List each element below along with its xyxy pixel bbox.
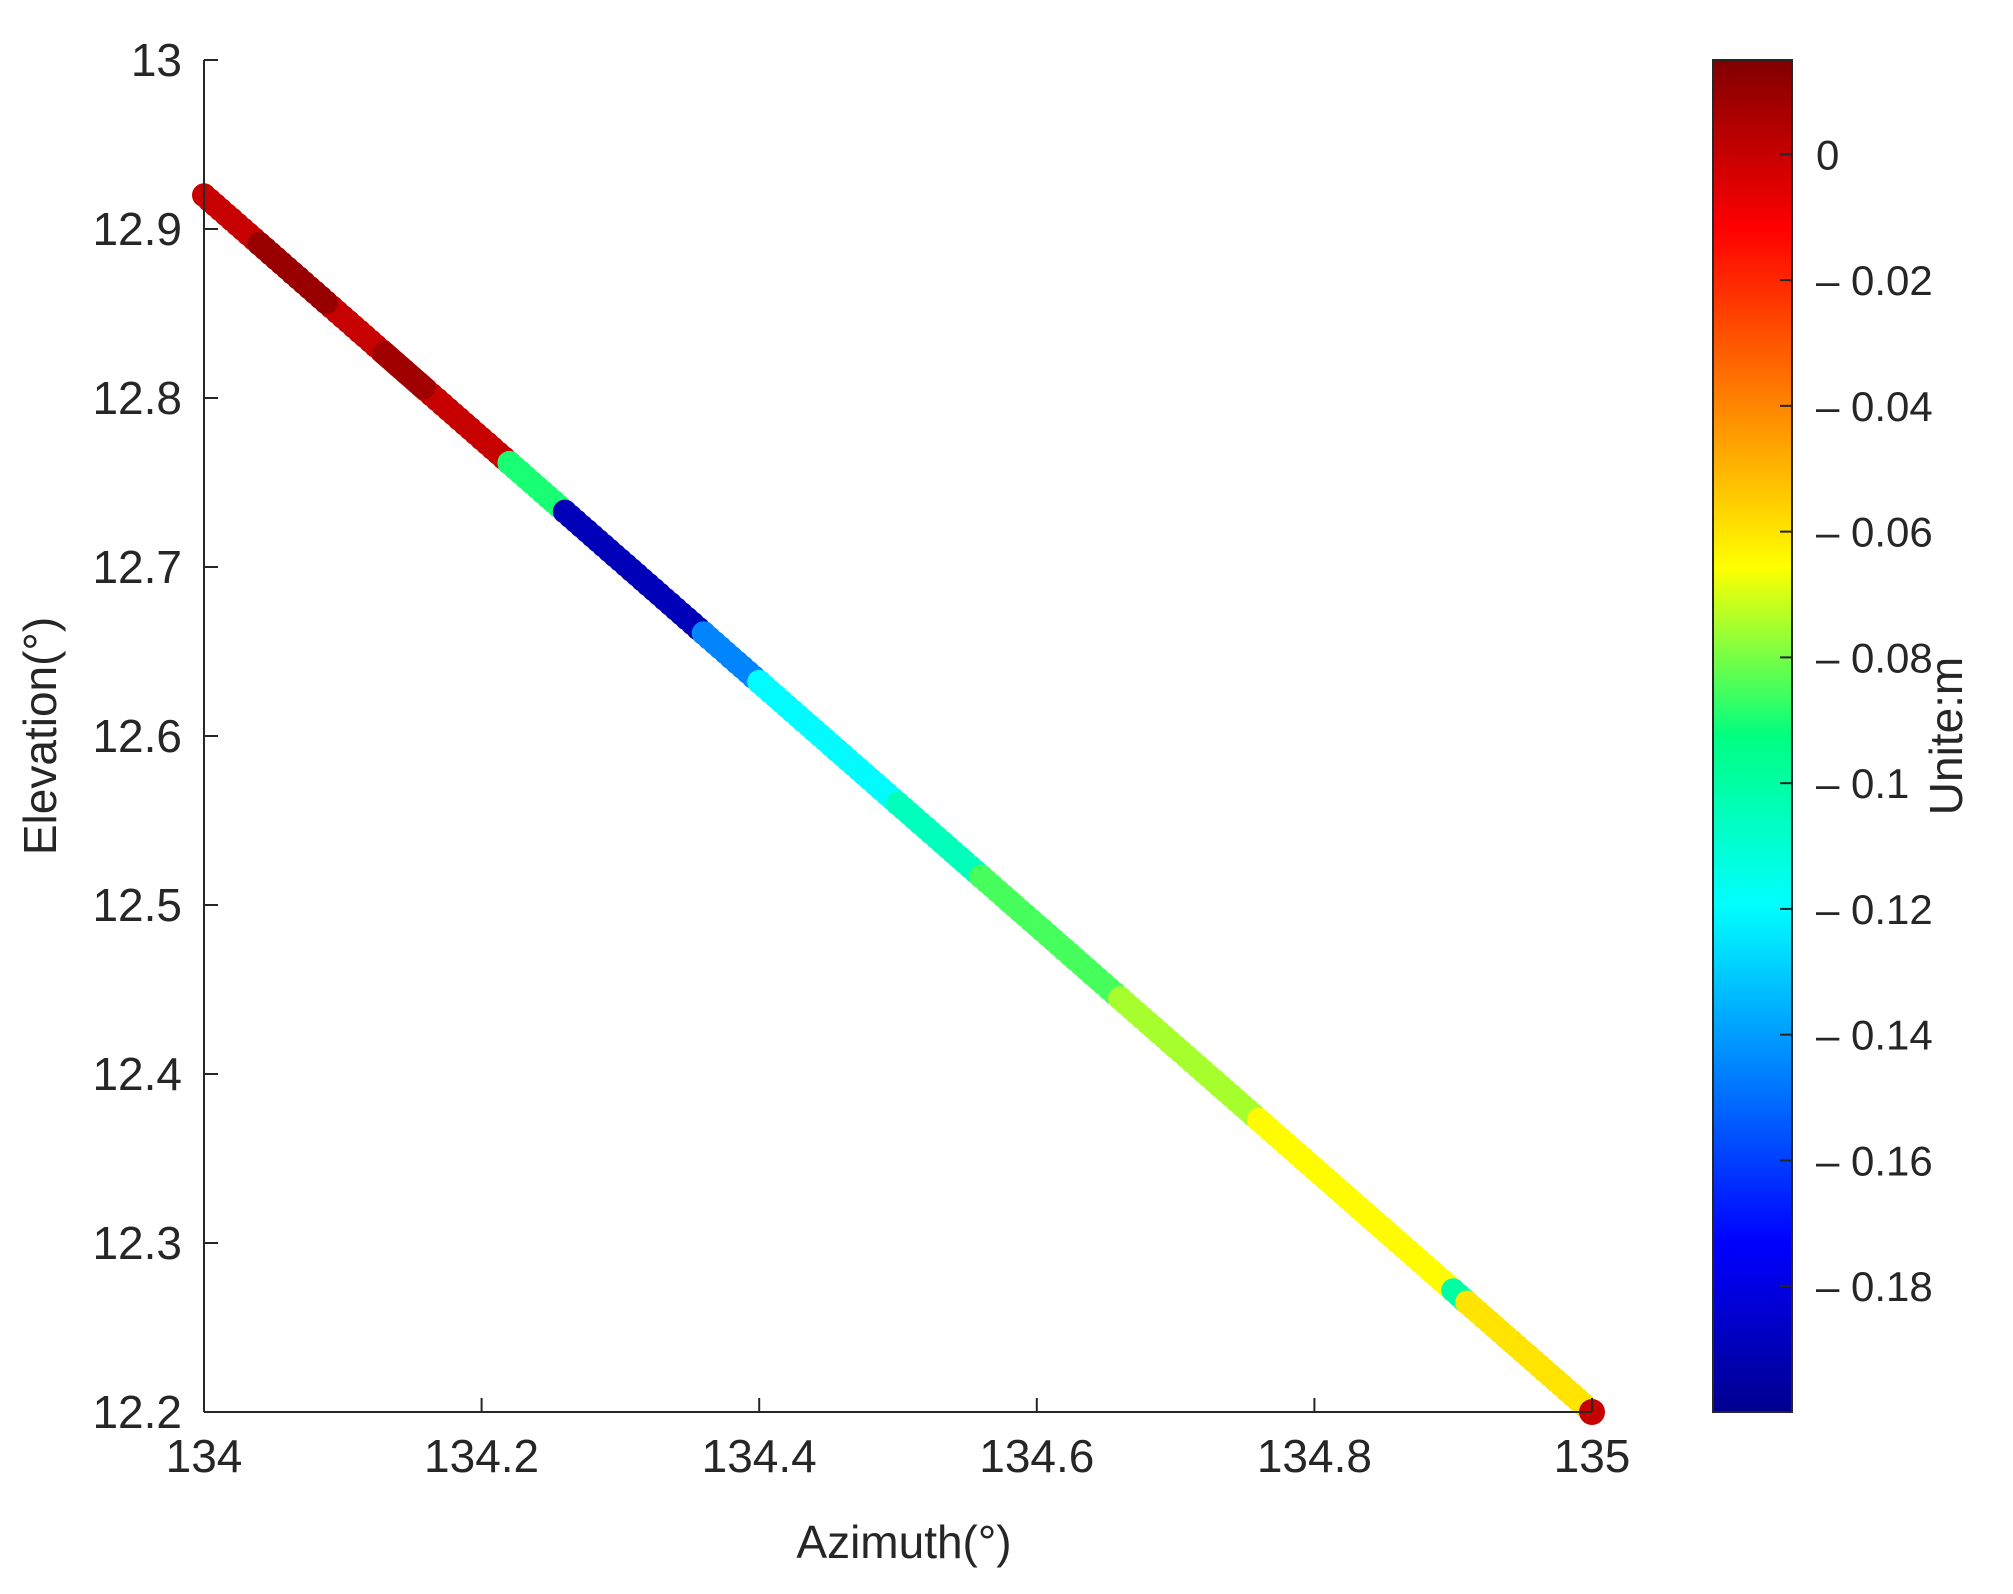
colorbar-tick-label: – 0.14 [1816,1012,1933,1059]
scatter-segment [552,499,716,646]
scatter-points [192,183,1605,1425]
x-tick-label: 134.8 [1257,1430,1372,1482]
colorbar-tick-label: – 0.06 [1816,509,1933,556]
scatter-point [411,375,436,400]
colorbar: 0 – 0.02 – 0.04 – 0.06 – 0.08 – 0.1 – 0.12 – 0.… [1712,59,1933,1413]
scatter-segment [192,183,522,475]
x-tick-label: 134 [166,1430,243,1482]
scatter-segment [747,669,910,816]
y-tick-label: 12.6 [92,710,182,762]
colorbar-tick-label: 0 [1816,131,1839,178]
colorbar-title: Unite:m [1920,657,1972,815]
scatter-segment [1108,986,1271,1132]
y-tick-label: 12.3 [92,1217,182,1269]
y-tick-label: 12.5 [92,879,182,931]
y-axis-title: Elevation(°) [14,617,66,855]
colorbar-gradient [1712,59,1793,1413]
y-tick-label: 13 [131,34,182,86]
axes: 134 134.2 134.4 134.6 134.8 135 12.2 12.3 12.4 12… [92,34,1630,1482]
colorbar-tick-label: – 0.04 [1816,383,1933,430]
colorbar-tick-label: – 0.1 [1816,760,1909,807]
colorbar-tick-label: – 0.18 [1816,1263,1933,1310]
x-axis-title: Azimuth(°) [796,1516,1011,1568]
scatter-point [314,290,339,315]
colorbar-tick-label: – 0.12 [1816,886,1933,933]
y-tick-label: 12.9 [92,203,182,255]
x-tick-label: 134.2 [424,1430,539,1482]
scatter-segment [372,341,436,400]
x-tick-label: 135 [1554,1430,1631,1482]
scatter-segment [1246,1108,1466,1303]
y-tick-label: 12.4 [92,1048,182,1100]
y-tick-label: 12.8 [92,372,182,424]
y-tick-label: 12.7 [92,541,182,593]
scatter-segment [1455,1290,1602,1422]
colorbar-tick-label: – 0.08 [1816,634,1933,681]
y-tick-label: 12.2 [92,1386,182,1438]
colorbar-tick-label: – 0.02 [1816,257,1933,304]
colorbar-tick-label: – 0.16 [1816,1137,1933,1184]
x-tick-label: 134.4 [702,1430,817,1482]
scatter-segment [969,864,1133,1011]
scatter-segment [247,231,339,315]
x-tick-label: 134.6 [979,1430,1094,1482]
